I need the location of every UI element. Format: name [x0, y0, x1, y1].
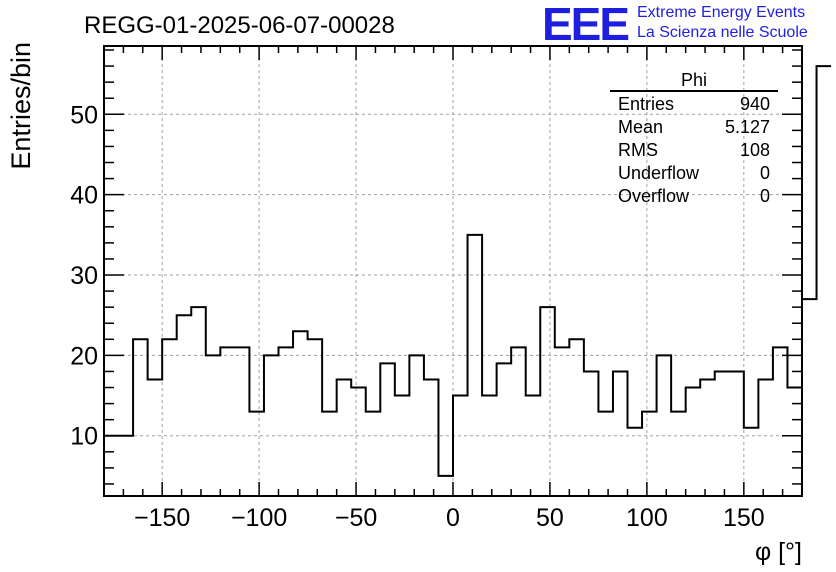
histogram-bin: [468, 235, 483, 496]
stats-value: 0: [760, 186, 770, 206]
stats-label: Mean: [618, 117, 663, 137]
histogram-bin: [773, 347, 788, 496]
stats-value: 0: [760, 163, 770, 183]
histogram-bin: [177, 315, 192, 496]
stats-title: Phi: [681, 70, 707, 90]
histogram-bin: [293, 331, 308, 496]
y-axis-label: Entries/bin: [6, 42, 36, 170]
histogram-bin: [264, 355, 279, 496]
stats-label: RMS: [618, 140, 658, 160]
histogram-bin: [642, 412, 657, 496]
chart-title: REGG-01-2025-06-07-00028: [84, 12, 395, 39]
y-tick-label: 50: [70, 101, 98, 129]
histogram-bin: [133, 339, 148, 496]
histogram-bin: [569, 339, 584, 496]
histogram-bin: [453, 396, 468, 496]
histogram-series: [104, 65, 832, 477]
eee-logo-line2: La Scienza nelle Scuole: [637, 24, 808, 41]
histogram-bin: [758, 379, 773, 496]
histogram-bin: [249, 412, 264, 496]
histogram-bin: [598, 412, 613, 496]
histogram-bin: [482, 396, 497, 496]
stats-value: 108: [740, 140, 770, 160]
eee-logo: EEE: [542, 0, 630, 50]
histogram-bin: [220, 347, 235, 496]
stats-value: 940: [740, 94, 770, 114]
ticks-layer: [103, 46, 803, 496]
histogram-bin: [206, 355, 221, 496]
histogram-bin: [729, 371, 744, 496]
histogram-bin: [322, 412, 337, 496]
eee-logo-line1: Extreme Energy Events: [637, 4, 806, 21]
histogram-bin: [104, 436, 119, 496]
histogram-bin: [686, 388, 701, 496]
x-tick-label: −50: [335, 504, 377, 532]
stats-box: Phi Entries 940 Mean 5.127 RMS 108 Underflow 0 Ov…: [610, 70, 778, 206]
histogram-bin: [715, 371, 730, 496]
histogram-bin: [337, 379, 352, 496]
stats-value: 5.127: [725, 117, 770, 137]
histogram-bin: [555, 347, 570, 496]
histogram-bin: [802, 299, 817, 496]
histogram-bin: [671, 412, 686, 496]
histogram-bin: [497, 363, 512, 496]
stats-label: Entries: [618, 94, 674, 114]
histogram-bin: [351, 388, 366, 496]
histogram-bin: [584, 371, 599, 496]
histogram-bin: [613, 371, 628, 496]
histogram-bin: [700, 379, 715, 496]
labels-layer: −150 −100 −50 0 50 100 150 10 20 30 40 50 φ [°] Entri…: [6, 42, 802, 566]
histogram-bin: [657, 355, 672, 496]
histogram-bin: [438, 476, 453, 496]
histogram-bin: [148, 379, 163, 496]
y-tick-label: 20: [70, 342, 98, 370]
x-tick-label: 150: [723, 504, 765, 532]
x-axis-label: φ [°]: [755, 538, 802, 566]
x-tick-label: −100: [231, 504, 287, 532]
grid-layer: [104, 46, 802, 496]
histogram-bin: [744, 428, 759, 496]
x-tick-label: 100: [626, 504, 668, 532]
histogram-bin: [308, 339, 323, 496]
x-tick-label: −150: [134, 504, 190, 532]
histogram-bin: [511, 347, 526, 496]
stats-label: Overflow: [618, 186, 690, 206]
histogram-bin: [424, 379, 439, 496]
y-tick-label: 30: [70, 262, 98, 290]
histogram-bin: [235, 347, 250, 496]
histogram-bin: [817, 66, 832, 496]
histogram-bin: [409, 355, 424, 496]
histogram-bin: [395, 396, 410, 496]
histogram-bin: [380, 363, 395, 496]
histogram-bin: [540, 307, 555, 496]
y-tick-label: 10: [70, 423, 98, 451]
histogram-bin: [191, 307, 206, 496]
y-tick-label: 40: [70, 182, 98, 210]
histogram-bin: [366, 412, 381, 496]
x-tick-label: 50: [536, 504, 564, 532]
x-tick-label: 0: [446, 504, 460, 532]
histogram-bin: [526, 396, 541, 496]
histogram-bin: [119, 436, 134, 496]
stats-label: Underflow: [618, 163, 700, 183]
histogram-bin: [162, 339, 177, 496]
histogram-bin: [279, 347, 294, 496]
histogram-bin: [628, 428, 643, 496]
